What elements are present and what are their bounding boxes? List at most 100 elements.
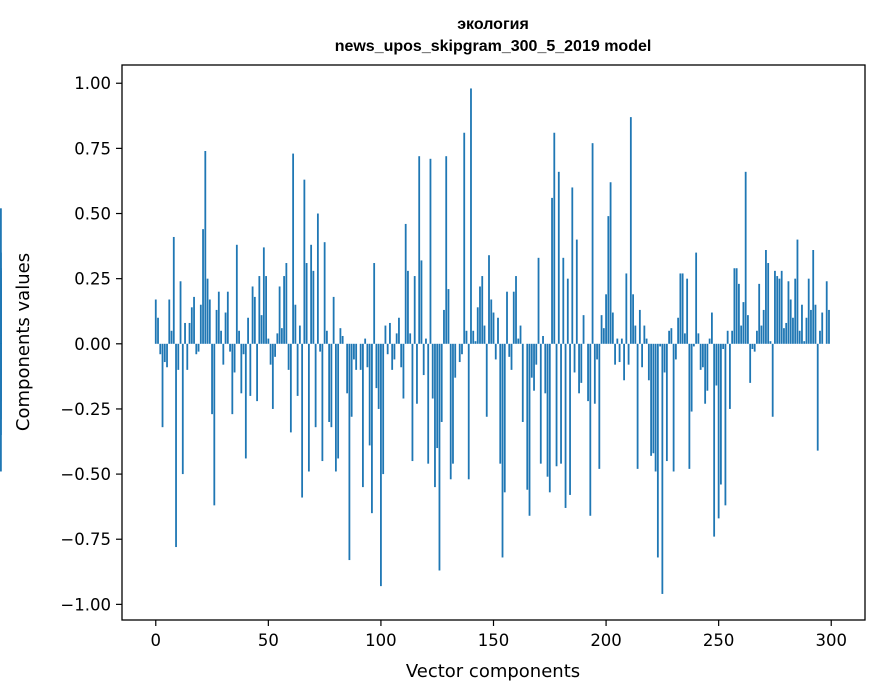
bar-132 bbox=[452, 343, 454, 464]
bar-212 bbox=[632, 294, 634, 344]
bar-39 bbox=[242, 343, 245, 355]
bar-243 bbox=[701, 343, 704, 368]
bar-119 bbox=[422, 343, 425, 376]
bar-127 bbox=[440, 343, 443, 422]
bar-115 bbox=[413, 276, 416, 344]
bar-235 bbox=[683, 333, 686, 344]
bar-227 bbox=[665, 343, 668, 462]
bar-51 bbox=[269, 343, 272, 365]
bar-100 bbox=[380, 343, 382, 587]
bar-18 bbox=[195, 343, 198, 355]
bar-211 bbox=[629, 117, 632, 344]
bar-194 bbox=[591, 143, 594, 344]
bar-148 bbox=[488, 255, 490, 344]
bar-184 bbox=[569, 343, 571, 495]
bar-32 bbox=[226, 291, 229, 344]
bar-298 bbox=[825, 281, 828, 344]
bar-129 bbox=[445, 156, 448, 344]
bar-45 bbox=[256, 343, 258, 402]
bar-55 bbox=[278, 286, 281, 344]
bar-168 bbox=[533, 343, 535, 391]
y-axis-ticks: −1.00 −0.75 −0.50 −0.25 0.00 0.25 0.50 0.75 1.00 bbox=[60, 74, 122, 614]
bar-289 bbox=[805, 317, 808, 344]
bar-40 bbox=[244, 343, 247, 459]
bar-262 bbox=[744, 171, 747, 344]
bar-246 bbox=[708, 338, 711, 344]
bar-180 bbox=[560, 343, 562, 464]
bar-209 bbox=[625, 273, 628, 344]
bar-267 bbox=[756, 330, 758, 344]
x-tick-label: 100 bbox=[365, 631, 397, 650]
bar-185 bbox=[571, 187, 574, 344]
bar-124 bbox=[434, 343, 436, 488]
bar-93 bbox=[364, 338, 367, 344]
bar-25 bbox=[211, 343, 213, 415]
bar-251 bbox=[720, 343, 722, 485]
bar-56 bbox=[280, 328, 283, 344]
bar-151 bbox=[494, 343, 497, 360]
bar-133 bbox=[454, 343, 457, 378]
bar-11 bbox=[179, 281, 182, 344]
bar-130 bbox=[447, 289, 450, 344]
bar-274 bbox=[771, 343, 774, 417]
bar-247 bbox=[711, 312, 713, 344]
bar-261 bbox=[742, 302, 745, 344]
bar-10 bbox=[177, 343, 180, 370]
bar-210 bbox=[627, 343, 630, 365]
bar-170 bbox=[537, 257, 540, 344]
bar-76 bbox=[325, 330, 328, 344]
bar-174 bbox=[546, 343, 549, 477]
bar-111 bbox=[404, 223, 407, 344]
bar-22 bbox=[204, 150, 207, 344]
x-tick-label: 50 bbox=[258, 631, 279, 650]
bar-228 bbox=[668, 330, 671, 344]
bar-68 bbox=[307, 343, 310, 472]
bar-193 bbox=[589, 343, 592, 516]
bar-48 bbox=[262, 247, 265, 344]
bar-103 bbox=[386, 343, 389, 355]
bar-222 bbox=[654, 343, 657, 472]
bar-263 bbox=[747, 315, 749, 344]
bar-293 bbox=[814, 304, 817, 344]
bar-96 bbox=[371, 343, 373, 514]
bar-82 bbox=[339, 328, 342, 344]
bar-187 bbox=[575, 239, 578, 344]
bar-123 bbox=[431, 343, 434, 399]
bar-152 bbox=[497, 317, 499, 344]
bar-147 bbox=[485, 343, 488, 417]
bar-126 bbox=[438, 343, 441, 571]
bar-154 bbox=[501, 343, 504, 558]
bar-38 bbox=[240, 343, 243, 394]
bar-undefined bbox=[0, 343, 2, 402]
bar-99 bbox=[377, 343, 380, 409]
bar-44 bbox=[253, 296, 256, 344]
bar-198 bbox=[600, 315, 603, 344]
bar-73 bbox=[319, 343, 322, 352]
bar-95 bbox=[368, 343, 371, 446]
bar-43 bbox=[251, 286, 254, 344]
bar-162 bbox=[519, 325, 522, 344]
bar-3 bbox=[161, 343, 164, 428]
bar-150 bbox=[492, 312, 495, 344]
bar-125 bbox=[436, 343, 439, 449]
bar-64 bbox=[298, 325, 301, 344]
bar-2 bbox=[159, 343, 162, 355]
bar-60 bbox=[289, 343, 292, 433]
bar-220 bbox=[650, 343, 653, 456]
bar-30 bbox=[222, 343, 225, 365]
bar-284 bbox=[794, 278, 797, 344]
bar-271 bbox=[765, 250, 767, 344]
bar-272 bbox=[767, 263, 770, 344]
bar-215 bbox=[638, 309, 641, 344]
bar-94 bbox=[366, 343, 369, 368]
bar-14 bbox=[186, 343, 189, 370]
bar-237 bbox=[688, 343, 691, 469]
bar-264 bbox=[749, 343, 752, 383]
bar-52 bbox=[271, 343, 274, 409]
bar-142 bbox=[474, 341, 477, 344]
bar-88 bbox=[353, 343, 355, 360]
bar-104 bbox=[389, 322, 391, 344]
bar-35 bbox=[233, 343, 236, 373]
bar-31 bbox=[224, 312, 227, 344]
